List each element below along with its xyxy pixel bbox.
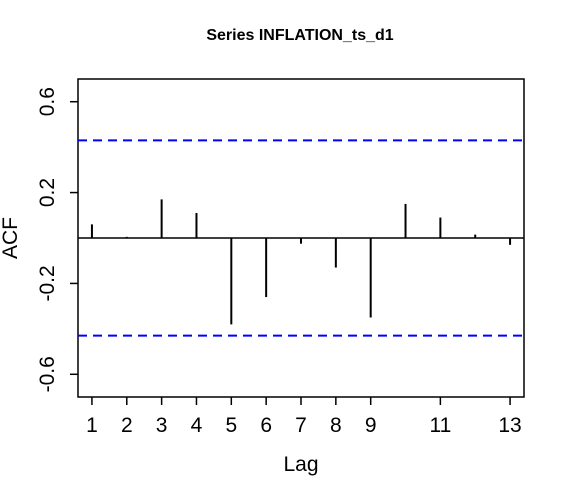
y-tick-label: 0.2 bbox=[36, 178, 59, 207]
x-tick-label: 5 bbox=[225, 414, 237, 437]
x-tick-label: 13 bbox=[498, 414, 521, 437]
x-tick-label: 7 bbox=[295, 414, 307, 437]
x-tick-label: 2 bbox=[121, 414, 133, 437]
x-tick-label: 11 bbox=[429, 414, 451, 437]
y-axis-label: ACF bbox=[0, 217, 22, 259]
x-tick-label: 3 bbox=[156, 414, 168, 437]
x-tick-label: 6 bbox=[260, 414, 272, 437]
acf-bars bbox=[90, 199, 512, 325]
x-tick-label: 8 bbox=[330, 414, 342, 437]
y-tick-label: 0.6 bbox=[36, 87, 59, 116]
x-axis-label: Lag bbox=[283, 453, 318, 476]
y-tick-label: -0.6 bbox=[36, 356, 59, 392]
y-tick-label: -0.2 bbox=[36, 265, 59, 301]
chart-title: Series INFLATION_ts_d1 bbox=[206, 27, 393, 44]
y-axis: -0.6 -0.2 0.2 0.6 bbox=[36, 87, 78, 392]
x-tick-label: 9 bbox=[365, 414, 377, 437]
x-axis: 1 2 3 4 5 6 7 8 9 11 13 bbox=[86, 397, 522, 437]
x-tick-label: 4 bbox=[191, 414, 203, 437]
x-tick-label: 1 bbox=[86, 414, 98, 437]
